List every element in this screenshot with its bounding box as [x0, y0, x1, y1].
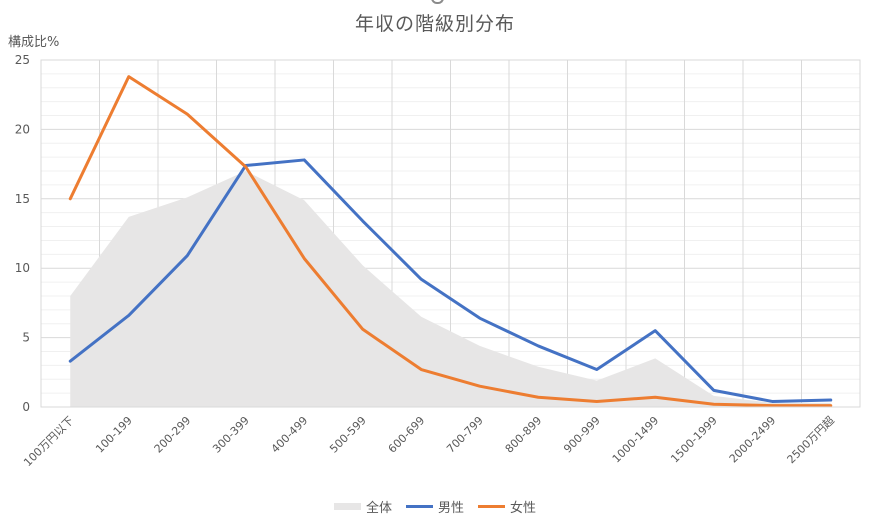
x-tick-label: 200-299	[152, 414, 194, 456]
y-tick-label: 15	[15, 192, 30, 206]
legend: 全体 男性 女性	[0, 497, 870, 516]
series-line-male	[68, 158, 833, 403]
series-area-total	[70, 171, 831, 407]
area-swatch-icon	[333, 503, 361, 510]
line-swatch-icon	[405, 505, 433, 508]
x-tick-label: 1500-1999	[668, 414, 720, 466]
chart-title: 年収の階級別分布	[354, 13, 515, 35]
y-tick-label: 0	[22, 400, 30, 414]
x-tick-label: 100万円以下	[21, 414, 76, 469]
legend-item-total[interactable]: 全体	[333, 497, 392, 516]
y-tick-label: 5	[22, 331, 30, 345]
x-tick-label: 600-699	[386, 414, 428, 456]
y-tick-label: 10	[15, 261, 30, 275]
x-tick-label: 100-199	[93, 414, 135, 456]
x-axis-ticks: 100万円以下 100-199 200-299 300-399 400-499 500-5…	[21, 413, 837, 469]
series-line-female	[68, 75, 833, 408]
legend-item-male[interactable]: 男性	[405, 497, 464, 516]
x-tick-label: 400-499	[269, 414, 311, 456]
x-tick-label: 500-599	[327, 414, 369, 456]
y-tick-label: 20	[15, 122, 30, 136]
x-tick-label: 2000-2499	[727, 414, 779, 466]
legend-label: 男性	[437, 501, 464, 516]
line-swatch-icon	[478, 505, 505, 508]
y-axis-ticks: 0 5 10 15 20 25	[15, 53, 30, 414]
x-tick-label: 800-899	[503, 414, 545, 456]
legend-item-female[interactable]: 女性	[478, 497, 536, 516]
plot-area-border	[40, 59, 861, 408]
x-tick-label: 2500万円超	[784, 413, 837, 466]
legend-label: 全体	[365, 501, 392, 516]
x-tick-label: 1000-1499	[610, 414, 662, 466]
x-tick-label: 300-399	[210, 414, 252, 456]
x-tick-label: 900-999	[561, 414, 603, 456]
y-tick-label: 25	[15, 53, 30, 67]
x-tick-label: 700-799	[444, 414, 486, 456]
legend-label: 女性	[510, 501, 537, 516]
series-layer	[68, 75, 833, 408]
y-axis-label: 構成比%	[8, 35, 60, 50]
